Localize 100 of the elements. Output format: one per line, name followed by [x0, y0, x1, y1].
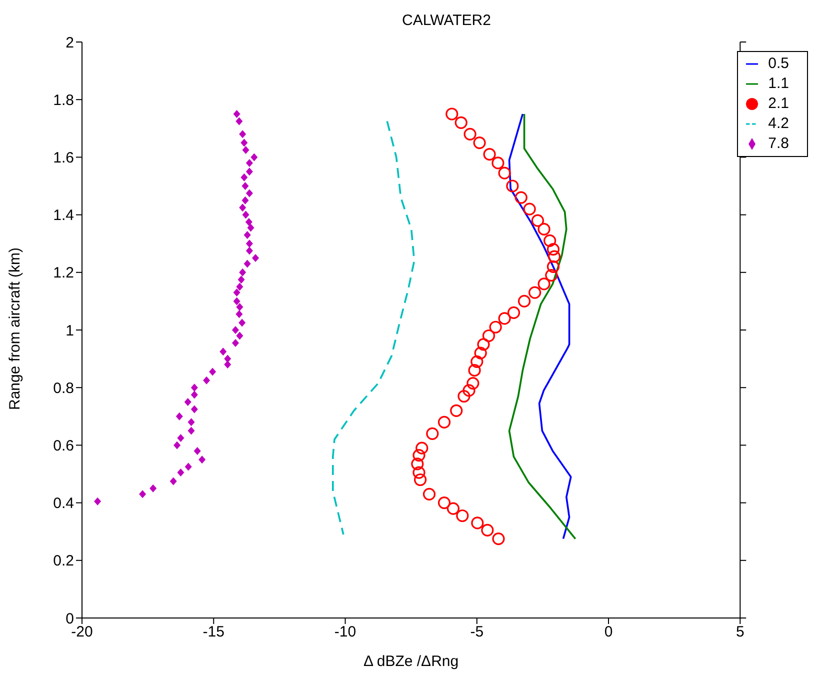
point [203, 376, 210, 384]
point [240, 138, 248, 147]
point [246, 168, 253, 176]
line-series [332, 120, 416, 536]
point [246, 246, 253, 255]
point [473, 136, 486, 150]
point [252, 254, 259, 262]
point [94, 497, 102, 506]
point [194, 446, 201, 455]
point [454, 116, 468, 129]
y-tick-label: 1.6 [53, 150, 74, 167]
point [190, 390, 198, 399]
point [489, 320, 502, 334]
point [236, 332, 244, 340]
point [242, 210, 250, 219]
point [139, 490, 146, 498]
y-tick-label: 0.4 [53, 495, 74, 512]
point [224, 354, 232, 363]
point [481, 524, 494, 536]
point [240, 173, 248, 182]
point [184, 398, 192, 406]
legend-label: 2.1 [768, 95, 789, 112]
point [468, 364, 481, 377]
x-tick-label: 5 [736, 624, 744, 641]
point [242, 146, 250, 154]
point [545, 268, 558, 282]
point [458, 390, 470, 403]
point [518, 294, 531, 308]
point [233, 288, 240, 297]
point [246, 158, 253, 167]
point [492, 532, 505, 546]
point [236, 282, 244, 291]
legend-label: 1.1 [768, 75, 789, 92]
point [456, 509, 469, 522]
point [242, 182, 249, 190]
point [538, 278, 550, 290]
point [438, 496, 451, 510]
y-tick-label: 0.6 [53, 438, 74, 455]
point [422, 488, 436, 500]
point [239, 268, 246, 276]
point [446, 108, 458, 120]
point [236, 302, 244, 311]
point [507, 306, 520, 320]
x-tick-label: -20 [71, 624, 93, 641]
y-tick-label: 0 [66, 610, 74, 628]
point [412, 466, 426, 479]
point [506, 180, 519, 192]
point [498, 166, 511, 180]
point [150, 484, 157, 492]
point [546, 243, 560, 256]
point [242, 196, 249, 204]
chart-title: CALWATER2 [401, 12, 492, 29]
point [471, 516, 484, 530]
point [176, 412, 183, 420]
y-tick-label: 2 [66, 34, 74, 52]
point [462, 384, 476, 397]
point [220, 348, 227, 356]
point [498, 312, 511, 325]
y-tick-label: 1.8 [53, 92, 74, 109]
point [523, 202, 536, 216]
point [548, 250, 561, 263]
point [514, 191, 528, 204]
legend-label: 7.8 [768, 135, 789, 152]
point [546, 260, 560, 273]
point [416, 442, 428, 454]
point [224, 360, 232, 369]
point [528, 286, 542, 299]
legend-label: 4.2 [768, 115, 789, 132]
point [232, 338, 239, 347]
point [426, 427, 439, 440]
point [250, 153, 258, 162]
point [247, 224, 254, 232]
point [198, 456, 206, 464]
point [188, 426, 195, 435]
point [190, 384, 198, 392]
point [188, 418, 195, 426]
y-tick-label: 1.2 [53, 264, 74, 282]
y-axis-title: Range from aircraft (km) [6, 247, 24, 410]
point [492, 156, 504, 170]
x-tick-label: -15 [202, 624, 224, 641]
point [474, 346, 487, 360]
point [411, 458, 424, 470]
x-axis-title: Δ dBZe /ΔRng [364, 653, 459, 670]
point [239, 130, 246, 138]
point [238, 276, 245, 284]
point [446, 502, 460, 515]
point [177, 468, 184, 477]
point [544, 234, 556, 248]
point [238, 318, 246, 327]
point [177, 434, 184, 442]
point [538, 222, 550, 236]
point [482, 329, 496, 342]
point [170, 477, 177, 486]
y-tick-label: 0.2 [53, 552, 74, 570]
point [412, 448, 426, 462]
legend-label: 0.5 [768, 55, 789, 72]
point [246, 189, 253, 198]
point [184, 462, 192, 471]
point [232, 326, 239, 334]
y-tick-label: 1 [66, 322, 74, 340]
